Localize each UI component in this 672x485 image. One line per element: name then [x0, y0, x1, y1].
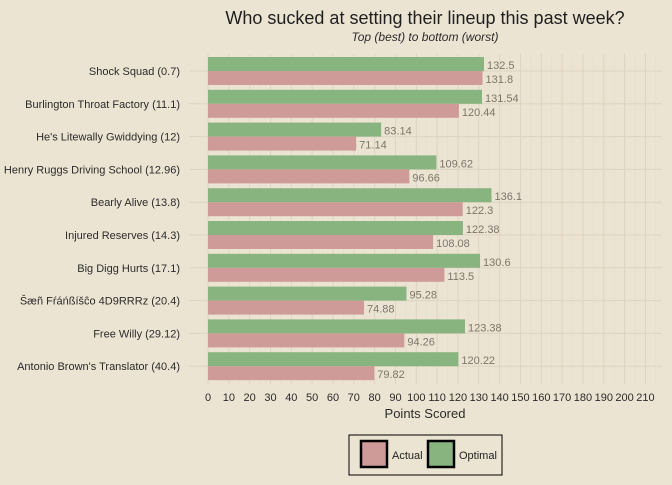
x-tick-label: 180: [574, 392, 592, 404]
data-label-actual: 96.66: [412, 172, 440, 184]
legend-swatch-actual: [359, 439, 389, 469]
data-label-actual: 131.8: [486, 74, 514, 86]
x-tick-label: 210: [636, 392, 654, 404]
bar-optimal: [208, 352, 459, 367]
x-tick-label: 10: [223, 392, 235, 404]
y-category-label: Šæñ Fŕáńßíšĉo 4D9RRRz (20.4): [20, 295, 180, 308]
bar-optimal: [208, 57, 484, 71]
x-tick-label: 30: [264, 392, 276, 404]
x-tick-label: 100: [407, 392, 425, 404]
bar-optimal: [208, 155, 437, 170]
data-label-actual: 94.26: [407, 336, 435, 348]
y-category-label: Shock Squad (0.7): [89, 66, 180, 78]
y-category-label: Injured Reserves (14.3): [65, 230, 180, 242]
x-tick-label: 110: [428, 392, 446, 404]
x-tick-label: 70: [348, 392, 360, 404]
bar-actual: [208, 103, 459, 118]
bar-actual: [208, 333, 405, 348]
legend-label-actual: Actual: [392, 450, 423, 462]
chart-title: Who sucked at setting their lineup this …: [225, 8, 624, 28]
data-label-actual: 71.14: [359, 140, 387, 152]
legend-box: [348, 434, 503, 476]
bar-actual: [208, 136, 357, 151]
x-tick-label: 200: [615, 392, 633, 404]
data-label-optimal: 83.14: [384, 126, 412, 138]
data-label-optimal: 130.6: [483, 257, 511, 269]
bar-optimal: [208, 89, 482, 104]
y-category-label: Henry Ruggs Driving School (12.96): [4, 164, 180, 176]
bar-optimal: [208, 253, 481, 268]
y-category-label: Bearly Alive (13.8): [91, 197, 180, 209]
data-label-actual: 79.82: [377, 369, 405, 381]
x-tick-label: 130: [470, 392, 488, 404]
x-tick-label: 150: [511, 392, 529, 404]
x-tick-label: 50: [306, 392, 318, 404]
x-axis-ticks: 0 10 20 30 40 50 60 70 80 90 100 110 120 130 140 150 160…: [205, 392, 655, 404]
x-tick-label: 60: [327, 392, 339, 404]
y-axis-labels: Shock Squad (0.7) Burlington Throat Facto…: [4, 66, 180, 373]
bars: [208, 57, 492, 381]
bar-optimal: [208, 286, 407, 301]
data-label-actual: 113.5: [447, 271, 474, 283]
bar-optimal: [208, 221, 463, 235]
y-category-label: Big Digg Hurts (17.1): [77, 263, 180, 275]
y-category-label: He's Litewally Gwiddying (12): [36, 132, 180, 144]
x-tick-label: 190: [595, 392, 613, 404]
data-label-optimal: 122.38: [466, 224, 500, 236]
y-category-label: Antonio Brown's Translator (40.4): [17, 361, 180, 373]
x-tick-label: 40: [285, 392, 297, 404]
bar-actual: [208, 202, 463, 217]
data-label-optimal: 120.22: [461, 355, 495, 367]
data-labels: 132.5 131.8 131.54 120.44 83.14 71.14 109.62 96…: [359, 60, 522, 381]
bar-actual: [208, 366, 375, 381]
chart-subtitle: Top (best) to bottom (worst): [352, 30, 499, 44]
data-label-optimal: 109.62: [439, 158, 473, 170]
x-tick-label: 170: [553, 392, 571, 404]
x-tick-label: 20: [244, 392, 256, 404]
legend-swatch-optimal: [426, 439, 456, 469]
bar-actual: [208, 235, 434, 249]
data-label-actual: 120.44: [462, 107, 496, 119]
x-tick-label: 90: [389, 392, 401, 404]
bar-optimal: [208, 188, 492, 203]
x-tick-label: 0: [205, 392, 211, 404]
data-label-optimal: 136.1: [494, 191, 522, 203]
data-label-actual: 108.08: [436, 238, 470, 250]
x-axis-title: Points Scored: [385, 406, 466, 421]
x-tick-label: 120: [449, 392, 467, 404]
legend-label-optimal: Optimal: [459, 450, 497, 462]
bar-actual: [208, 300, 364, 315]
data-label-optimal: 123.38: [468, 322, 502, 334]
x-tick-label: 80: [369, 392, 381, 404]
data-label-actual: 74.88: [367, 304, 395, 316]
data-label-actual: 122.3: [466, 205, 494, 217]
x-tick-label: 160: [532, 392, 550, 404]
y-category-label: Burlington Throat Factory (11.1): [25, 99, 180, 111]
y-category-label: Free Willy (29.12): [93, 328, 180, 340]
bar-actual: [208, 71, 483, 85]
legend: Actual Optimal: [348, 434, 503, 476]
x-tick-label: 140: [490, 392, 508, 404]
bar-optimal: [208, 319, 466, 334]
bar-actual: [208, 267, 445, 282]
data-label-optimal: 131.54: [485, 93, 519, 105]
bar-optimal: [208, 122, 382, 137]
data-label-optimal: 95.28: [409, 290, 437, 302]
bar-actual: [208, 169, 410, 184]
data-label-optimal: 132.5: [487, 60, 515, 72]
